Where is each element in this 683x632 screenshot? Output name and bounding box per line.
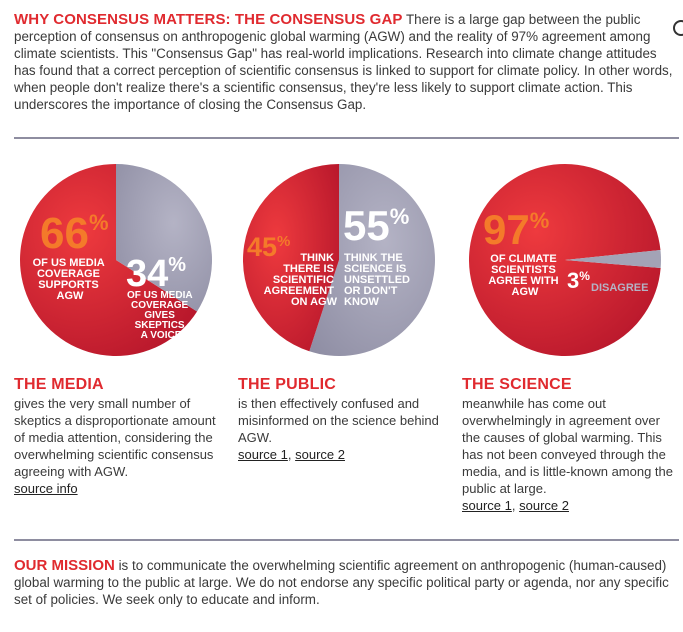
intro-headline: WHY CONSENSUS MATTERS: THE CONSENSUS GAP bbox=[14, 11, 403, 28]
pie-science-major-number: 97% bbox=[483, 206, 549, 253]
mission-paragraph: OUR MISSION is to communicate the overwh… bbox=[14, 557, 674, 608]
pie-science-minor-slice bbox=[565, 249, 661, 269]
pie-public-major-slice bbox=[309, 164, 435, 356]
divider-top bbox=[14, 137, 679, 139]
pie-media-major-number: 66% bbox=[40, 209, 109, 258]
pie-science-major-caption: OF CLIMATE SCIENTISTS AGREE WITH AGW bbox=[488, 253, 561, 298]
column-public-title: THE PUBLIC bbox=[238, 376, 336, 393]
column-science-body: meanwhile has come out overwhelmingly in… bbox=[462, 396, 674, 496]
column-media-body: gives the very small number of skeptics … bbox=[14, 396, 216, 479]
pie-science-minor-number: 3% bbox=[567, 268, 590, 293]
pie-media-minor-slice bbox=[116, 164, 213, 312]
column-public-sources: source 1, source 2 bbox=[238, 446, 448, 463]
public-source-separator: , bbox=[287, 447, 296, 462]
column-science-title: THE SCIENCE bbox=[462, 376, 572, 393]
science-source-1-link[interactable]: source 1 bbox=[462, 498, 512, 513]
pie-public: 55% THINK THE SCIENCE IS UNSETTLED OR DO… bbox=[241, 162, 437, 358]
public-source-2-link[interactable]: source 2 bbox=[295, 447, 345, 462]
pie-media-major-slice bbox=[20, 164, 198, 356]
pie-media: 66% OF US MEDIA COVERAGE SUPPORTS AGW 34… bbox=[18, 162, 214, 358]
pie-media-major-caption: OF US MEDIA COVERAGE SUPPORTS AGW bbox=[33, 257, 108, 302]
pie-public-minor-caption: THINK THERE IS SCIENTIFIC AGREEMENT ON A… bbox=[264, 252, 338, 308]
column-media-sources: source info bbox=[14, 480, 224, 497]
pie-public-major-number: 55% bbox=[343, 202, 409, 249]
pie-public-svg: 55% THINK THE SCIENCE IS UNSETTLED OR DO… bbox=[243, 164, 435, 356]
intro-body: There is a large gap between the public … bbox=[14, 12, 673, 112]
pie-science-minor-label: DISAGREE bbox=[591, 282, 648, 294]
pie-media-svg: 66% OF US MEDIA COVERAGE SUPPORTS AGW 34… bbox=[20, 164, 213, 356]
column-science-sources: source 1, source 2 bbox=[462, 497, 678, 514]
column-public-body: is then effectively confused and misinfo… bbox=[238, 396, 439, 445]
science-source-2-link[interactable]: source 2 bbox=[519, 498, 569, 513]
column-media: THE MEDIA gives the very small number of… bbox=[14, 376, 224, 497]
column-public: THE PUBLIC is then effectively confused … bbox=[238, 376, 448, 463]
pie-public-major-caption: THINK THE SCIENCE IS UNSETTLED OR DON'T … bbox=[344, 252, 413, 308]
column-media-title: THE MEDIA bbox=[14, 376, 104, 393]
public-source-1-link[interactable]: source 1 bbox=[238, 447, 288, 462]
pie-public-minor-slice bbox=[243, 164, 339, 352]
pie-science: 97% OF CLIMATE SCIENTISTS AGREE WITH AGW… bbox=[467, 162, 663, 358]
intro-paragraph: WHY CONSENSUS MATTERS: THE CONSENSUS GAP… bbox=[14, 11, 674, 113]
column-science: THE SCIENCE meanwhile has come out overw… bbox=[462, 376, 678, 514]
pie-media-minor-number: 34% bbox=[126, 253, 186, 295]
mission-body: is to communicate the overwhelming scien… bbox=[14, 558, 669, 607]
science-source-separator: , bbox=[511, 498, 520, 513]
pie-science-svg: 97% OF CLIMATE SCIENTISTS AGREE WITH AGW… bbox=[468, 164, 661, 357]
pie-public-minor-number: 45% bbox=[247, 232, 290, 262]
edge-arc-decoration bbox=[673, 20, 683, 36]
pie-science-major-slice bbox=[468, 164, 661, 357]
pie-media-minor-caption: OF US MEDIA COVERAGE GIVES SKEPTICS A VO… bbox=[127, 290, 195, 341]
divider-bottom bbox=[14, 539, 679, 541]
mission-lead: OUR MISSION bbox=[14, 557, 115, 574]
media-source-info-link[interactable]: source info bbox=[14, 481, 78, 496]
